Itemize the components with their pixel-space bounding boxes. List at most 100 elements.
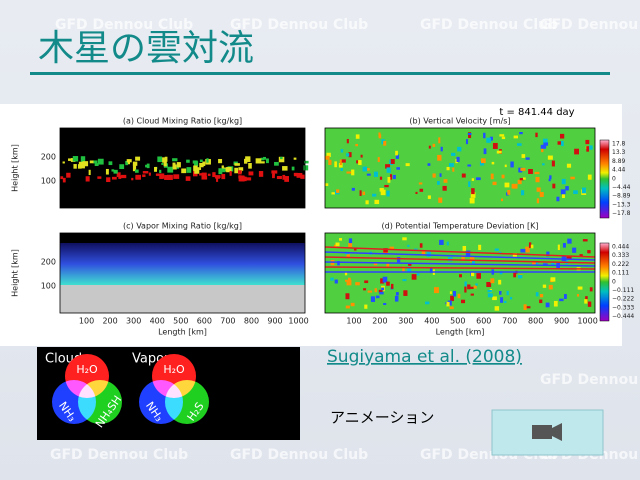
- plot-texture: [429, 267, 433, 273]
- x-tick-label: 1000: [288, 317, 308, 326]
- plot-texture: [542, 284, 547, 288]
- plot-texture: [229, 170, 232, 176]
- plot-texture: [216, 176, 219, 182]
- plot-texture: [439, 173, 442, 177]
- plot-texture: [380, 189, 386, 196]
- plot-texture: [394, 295, 399, 302]
- plot-texture: [403, 290, 408, 296]
- plot-texture: [535, 176, 540, 183]
- plot-texture: [325, 155, 330, 160]
- x-tick-label: 800: [528, 317, 543, 326]
- plot-texture: [496, 150, 502, 154]
- plot-texture: [272, 173, 275, 179]
- x-tick-label: 1000: [577, 317, 597, 326]
- plot-texture: [132, 165, 137, 172]
- plot-texture: [135, 174, 141, 180]
- plot-texture: [518, 167, 523, 173]
- plot-texture: [561, 178, 566, 185]
- plot-texture: [118, 175, 122, 179]
- plot-texture: [331, 192, 335, 195]
- plot-texture: [142, 171, 149, 174]
- plot-texture: [439, 239, 444, 245]
- plot-texture: [507, 190, 511, 195]
- plot-texture: [467, 284, 471, 290]
- camera-icon: [532, 425, 552, 439]
- watermark-text: GFD Dennou Club: [540, 372, 640, 388]
- plot-texture: [94, 163, 99, 167]
- y-axis-label: Height [km]: [11, 249, 20, 297]
- plot-texture: [566, 256, 570, 259]
- plot-texture: [60, 285, 305, 313]
- plot-texture: [585, 139, 590, 145]
- plot-texture: [518, 275, 523, 279]
- plot-texture: [492, 181, 497, 186]
- colorbar-label: 0.444: [612, 244, 629, 251]
- plot-texture: [415, 191, 418, 195]
- plot-texture: [396, 167, 401, 170]
- plot-texture: [377, 157, 380, 163]
- y-tick-label: 200: [41, 258, 56, 267]
- plot-texture: [260, 157, 265, 161]
- plot-texture: [92, 160, 98, 164]
- plot-texture: [587, 250, 591, 254]
- plot-texture: [113, 169, 118, 174]
- plot-texture: [501, 174, 505, 179]
- plot-texture: [161, 162, 164, 165]
- reference-link[interactable]: Sugiyama et al. (2008): [327, 347, 522, 367]
- venn-circles: [139, 354, 209, 424]
- plot-texture: [85, 176, 90, 182]
- plot-texture: [125, 160, 129, 166]
- plot-texture: [468, 181, 471, 187]
- plot-texture: [540, 294, 544, 298]
- plot-texture: [167, 166, 174, 173]
- plot-texture: [490, 173, 494, 180]
- plot-texture: [525, 157, 530, 160]
- plot-texture: [334, 161, 337, 168]
- plot-texture: [340, 168, 343, 172]
- plot-texture: [355, 144, 359, 147]
- plot-texture: [201, 173, 207, 180]
- colorbar-label: 0.111: [612, 270, 629, 277]
- plot-texture: [197, 167, 202, 170]
- panel-title: (d) Potential Temperature Deviation [K]: [382, 222, 539, 231]
- plot-texture: [339, 159, 342, 166]
- plot-texture: [521, 154, 526, 158]
- plot-texture: [539, 192, 544, 197]
- animation-button[interactable]: [491, 409, 604, 456]
- plot-texture: [375, 295, 380, 299]
- plot-texture: [336, 189, 340, 193]
- plot-texture: [245, 156, 251, 162]
- plot-texture: [534, 261, 539, 265]
- plot-texture: [346, 153, 350, 157]
- plot-texture: [378, 132, 381, 138]
- plot-texture: [293, 157, 297, 160]
- plot-texture: [503, 300, 507, 303]
- plot-texture: [378, 289, 383, 293]
- plot-texture: [193, 165, 198, 172]
- plot-texture: [222, 168, 226, 173]
- plot-texture: [218, 168, 223, 175]
- x-tick-label: 700: [502, 317, 517, 326]
- plot-texture: [559, 133, 565, 139]
- x-tick-label: 500: [450, 317, 465, 326]
- plot-texture: [142, 174, 146, 178]
- plot-texture: [522, 177, 526, 180]
- x-tick-label: 600: [476, 317, 491, 326]
- plot-texture: [517, 179, 522, 185]
- plot-texture: [534, 171, 540, 175]
- plot-texture: [434, 287, 439, 294]
- plot-texture: [186, 159, 190, 163]
- plot-texture: [470, 192, 476, 198]
- plot-texture: [172, 158, 178, 162]
- plot-texture: [528, 168, 533, 174]
- plot-texture: [566, 163, 572, 168]
- plot-texture: [548, 178, 551, 182]
- plot-texture: [346, 279, 352, 286]
- plot-texture: [324, 256, 596, 264]
- plot-texture: [97, 176, 102, 179]
- plot-texture: [226, 166, 232, 173]
- plot-texture: [504, 164, 507, 168]
- plot-texture: [557, 141, 561, 145]
- plot-area: [325, 128, 595, 208]
